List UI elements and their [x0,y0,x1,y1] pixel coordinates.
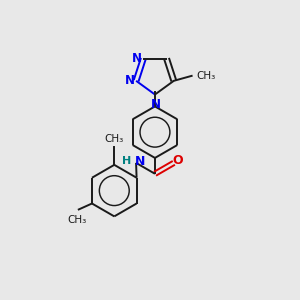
Text: CH₃: CH₃ [67,215,86,225]
Text: N: N [125,74,135,87]
Text: N: N [132,52,142,65]
Text: H: H [122,156,131,166]
Text: CH₃: CH₃ [105,134,124,144]
Text: N: N [135,155,146,168]
Text: O: O [172,154,183,167]
Text: N: N [151,98,161,112]
Text: CH₃: CH₃ [196,71,216,81]
